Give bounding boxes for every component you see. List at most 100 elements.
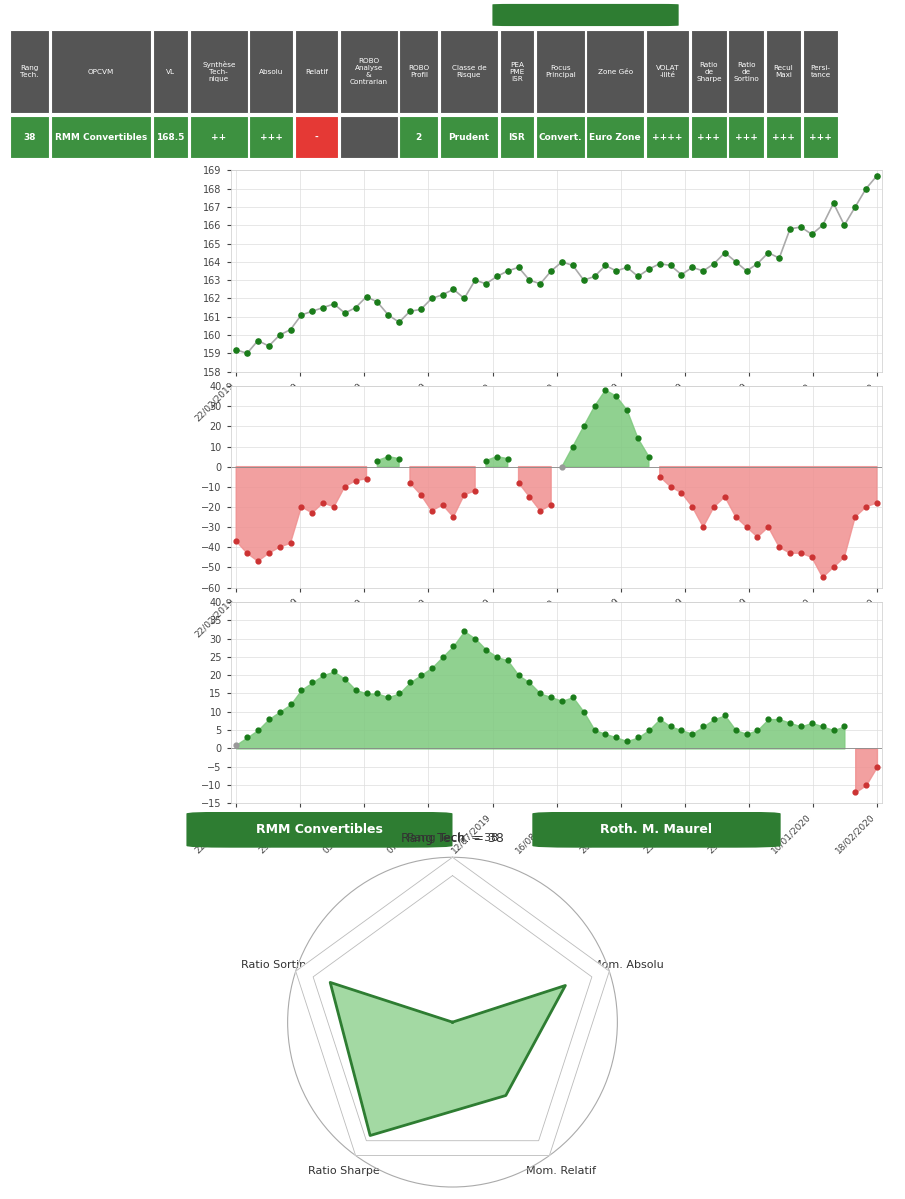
Point bbox=[674, 483, 689, 502]
Point bbox=[262, 543, 276, 562]
Point bbox=[620, 731, 634, 751]
Bar bbox=[803, 116, 838, 158]
Point bbox=[414, 486, 428, 505]
Point bbox=[262, 337, 276, 356]
Bar bbox=[190, 116, 248, 158]
Text: +++: +++ bbox=[698, 133, 720, 141]
Point bbox=[870, 493, 884, 512]
Text: RMM Convertibles: RMM Convertibles bbox=[256, 824, 383, 836]
Bar bbox=[500, 116, 534, 158]
Point bbox=[848, 507, 862, 526]
Bar bbox=[10, 30, 49, 114]
Point bbox=[294, 498, 309, 517]
Point bbox=[729, 721, 743, 740]
Bar bbox=[729, 116, 764, 158]
Point bbox=[642, 259, 656, 278]
Bar bbox=[586, 30, 644, 114]
Point bbox=[251, 331, 265, 350]
FancyBboxPatch shape bbox=[532, 812, 781, 848]
Point bbox=[805, 224, 819, 243]
Point bbox=[598, 380, 613, 399]
Bar bbox=[10, 116, 49, 158]
Point bbox=[479, 451, 493, 470]
Bar bbox=[440, 30, 498, 114]
Polygon shape bbox=[366, 930, 539, 1096]
Bar bbox=[766, 116, 801, 158]
Point bbox=[859, 179, 873, 198]
Point bbox=[370, 451, 385, 470]
Point bbox=[392, 313, 406, 332]
Text: Synthèse
Tech-
nique: Synthèse Tech- nique bbox=[202, 61, 235, 83]
Bar bbox=[153, 116, 188, 158]
Point bbox=[403, 302, 417, 321]
Text: Persi-
tance: Persi- tance bbox=[811, 65, 831, 78]
Point bbox=[761, 518, 776, 537]
Point bbox=[305, 302, 319, 321]
Point bbox=[631, 728, 645, 747]
Polygon shape bbox=[417, 986, 488, 1052]
Point bbox=[229, 735, 243, 754]
Point bbox=[653, 468, 667, 487]
Point bbox=[490, 447, 504, 466]
Point bbox=[848, 783, 862, 802]
Point bbox=[370, 683, 385, 703]
Point bbox=[446, 637, 461, 656]
Point bbox=[576, 703, 591, 722]
Polygon shape bbox=[330, 894, 575, 1126]
Bar bbox=[691, 116, 727, 158]
Point bbox=[392, 683, 406, 703]
Point bbox=[739, 724, 754, 743]
Point bbox=[707, 254, 721, 273]
Text: Roth. M. Maurel: Roth. M. Maurel bbox=[601, 824, 712, 836]
Point bbox=[381, 306, 395, 325]
Point bbox=[316, 493, 330, 512]
Point bbox=[815, 568, 830, 588]
Point bbox=[837, 548, 852, 567]
Point bbox=[739, 261, 754, 281]
Point bbox=[490, 647, 504, 667]
Point bbox=[338, 477, 352, 496]
Point bbox=[348, 299, 363, 318]
Point bbox=[327, 294, 341, 313]
Point bbox=[761, 243, 776, 263]
Point bbox=[761, 710, 776, 729]
Point bbox=[663, 717, 678, 736]
Point bbox=[533, 683, 548, 703]
Point bbox=[815, 717, 830, 736]
Point bbox=[642, 721, 656, 740]
Point bbox=[772, 248, 786, 267]
Text: +++: +++ bbox=[260, 133, 282, 141]
Point bbox=[663, 255, 678, 275]
Point bbox=[544, 687, 558, 706]
Bar bbox=[646, 116, 690, 158]
Point bbox=[435, 495, 450, 514]
Point bbox=[653, 254, 667, 273]
Point bbox=[283, 534, 298, 553]
Point bbox=[696, 717, 710, 736]
Text: Rangs Techniques Relatifs: Rangs Techniques Relatifs bbox=[33, 482, 197, 492]
Point bbox=[240, 728, 254, 747]
Point bbox=[544, 261, 558, 281]
Point bbox=[870, 167, 884, 186]
Point bbox=[576, 271, 591, 290]
Point bbox=[848, 198, 862, 217]
Text: +++: +++ bbox=[772, 133, 795, 141]
Point bbox=[305, 673, 319, 692]
Bar bbox=[536, 116, 585, 158]
Point bbox=[718, 243, 732, 263]
Text: Euro Zone: Euro Zone bbox=[589, 133, 641, 141]
Point bbox=[663, 477, 678, 496]
Point bbox=[240, 344, 254, 363]
Point bbox=[403, 673, 417, 692]
Text: Classe de
Risque: Classe de Risque bbox=[452, 65, 486, 78]
Point bbox=[533, 501, 548, 520]
Point bbox=[359, 469, 374, 488]
Point bbox=[631, 429, 645, 448]
Text: +++: +++ bbox=[735, 133, 757, 141]
Polygon shape bbox=[383, 948, 522, 1081]
Point bbox=[609, 728, 624, 747]
Bar bbox=[153, 30, 188, 114]
Point bbox=[794, 543, 808, 562]
Point bbox=[468, 481, 482, 500]
Point bbox=[457, 289, 472, 308]
